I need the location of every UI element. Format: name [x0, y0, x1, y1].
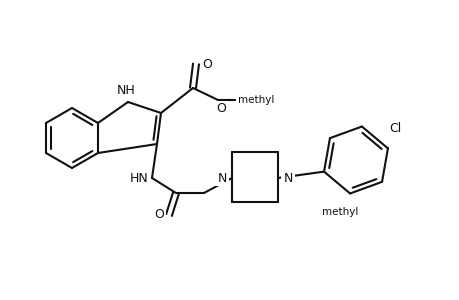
Text: N: N	[283, 172, 292, 184]
Text: Cl: Cl	[388, 122, 400, 134]
Text: methyl: methyl	[321, 207, 358, 217]
Text: O: O	[202, 58, 212, 70]
Text: methyl: methyl	[237, 95, 274, 105]
Text: NH: NH	[117, 83, 135, 97]
Text: N: N	[217, 172, 226, 184]
Text: HN: HN	[129, 172, 148, 184]
Text: O: O	[154, 208, 163, 221]
Text: O: O	[216, 103, 225, 116]
